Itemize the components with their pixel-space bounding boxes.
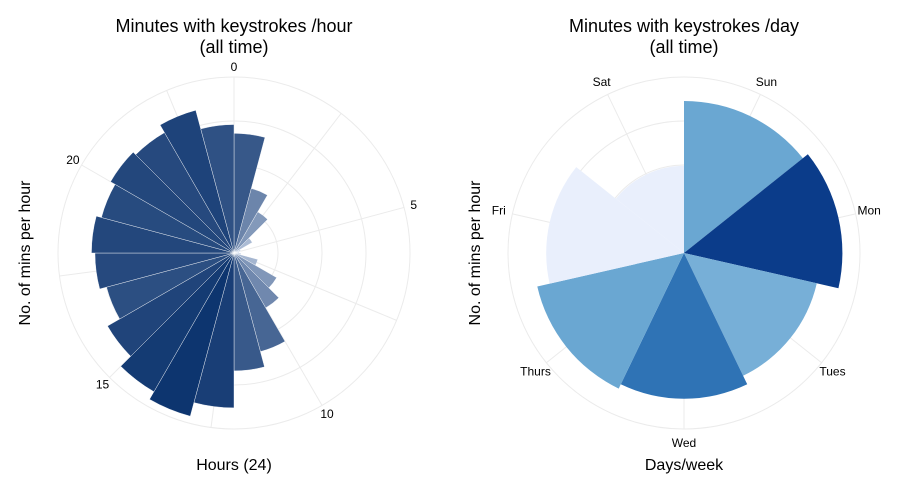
hour-bar-4 xyxy=(233,249,242,254)
day-tick-label: Fri xyxy=(492,204,506,218)
hour-polar-plot: 0 5 10 15 20 xyxy=(57,60,417,430)
hour-bar-2 xyxy=(233,211,268,254)
hour-bar-20 xyxy=(110,151,235,254)
hour-bar-23 xyxy=(200,124,235,254)
day-tick-label: Mon xyxy=(858,204,881,218)
day-tick-label: Sun xyxy=(756,75,777,89)
hour-grid-spoke xyxy=(233,206,405,254)
day-bar-wed xyxy=(620,253,748,399)
hour-bar-1 xyxy=(233,188,268,254)
day-chart-ylabel: No. of mins per hour xyxy=(467,180,484,326)
hour-bar-13 xyxy=(149,252,235,417)
day-bar-thurs xyxy=(537,253,684,389)
hour-tick-label: 10 xyxy=(320,407,334,421)
hour-tick-label: 0 xyxy=(231,60,238,74)
day-bar-tues xyxy=(684,253,817,376)
hour-bar-14 xyxy=(120,252,235,392)
hour-bars xyxy=(91,109,286,417)
day-bar-fri xyxy=(546,167,684,284)
day-chart-xlabel: Days/week xyxy=(645,457,724,474)
hour-chart-subtitle: (all time) xyxy=(199,37,268,57)
day-bars xyxy=(537,100,843,399)
hour-bar-15 xyxy=(107,252,235,357)
day-tick-label: Wed xyxy=(672,436,696,450)
day-tick-label: Thurs xyxy=(520,365,551,379)
day-bar-sun xyxy=(684,100,803,253)
hour-tick-label: 15 xyxy=(96,378,110,392)
hour-tick-label: 5 xyxy=(410,198,417,212)
day-chart-title: Minutes with keystrokes /day xyxy=(569,16,799,36)
day-bar-mon xyxy=(684,154,843,289)
hour-ticks: 0 5 10 15 20 xyxy=(66,60,417,421)
hour-chart-ylabel: No. of mins per hour xyxy=(17,180,34,326)
hour-bar-3 xyxy=(233,237,253,254)
hour-tick-label: 20 xyxy=(66,153,80,167)
hour-grid-spoke xyxy=(233,252,397,321)
hour-chart-title: Minutes with keystrokes /hour xyxy=(115,16,352,36)
hour-chart-xlabel: Hours (24) xyxy=(196,457,272,474)
day-tick-label: Tues xyxy=(819,365,845,379)
hour-bar-22 xyxy=(159,109,235,254)
day-chart-subtitle: (all time) xyxy=(649,37,718,57)
day-tick-label: Sat xyxy=(593,75,612,89)
day-bar-sat xyxy=(615,165,684,253)
day-ticks: Sun Mon Tues Wed Thurs Fri Sat xyxy=(492,75,881,450)
day-polar-plot: Sun Mon Tues Wed Thurs Fri Sat xyxy=(492,75,881,450)
hour-bar-18 xyxy=(91,215,235,254)
